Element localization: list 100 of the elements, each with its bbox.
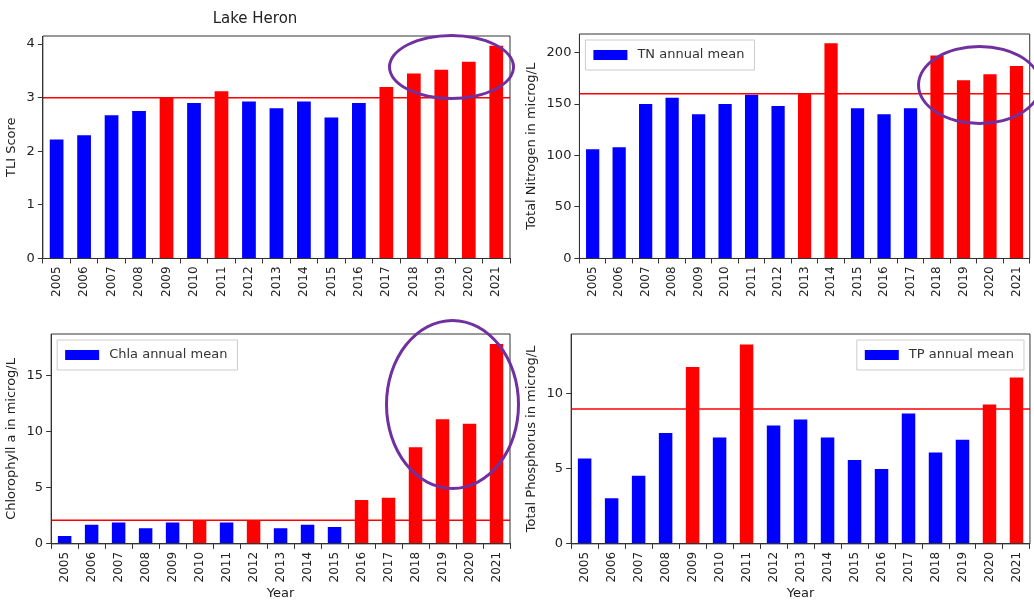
x-tick-label: 2013	[792, 551, 807, 583]
y-axis-title: Total Nitrogen in microg/L	[523, 62, 539, 231]
y-axis-title: Chlorophyll a in microg/L	[3, 357, 19, 520]
bar	[111, 522, 126, 544]
y-tick-label: 50	[554, 198, 572, 214]
x-tick-label: 2014	[823, 266, 838, 298]
x-tick-label: 2018	[405, 266, 420, 298]
y-tick-label: 10	[26, 423, 44, 439]
x-tick-label: 2020	[981, 551, 996, 583]
x-tick-label: 2012	[770, 266, 785, 298]
chart-title: Lake Heron	[212, 8, 298, 27]
y-axis-title: Total Phosphorus in microg/L	[523, 344, 539, 534]
y-tick-label: 0	[554, 535, 564, 551]
bar	[850, 108, 865, 258]
y-tick-label: 0	[26, 249, 35, 265]
x-tick-label: 2013	[796, 266, 811, 298]
bar	[300, 524, 315, 544]
x-tick-label: 2009	[690, 266, 705, 298]
bar	[586, 149, 600, 258]
x-axis-title: Year	[785, 584, 815, 600]
bar	[718, 104, 732, 258]
y-tick-label: 150	[546, 95, 572, 111]
x-tick-label: 2021	[1008, 266, 1023, 298]
x-tick-label: 2017	[902, 266, 917, 298]
x-tick-label: 2020	[460, 266, 475, 298]
x-tick-label: 2011	[743, 266, 758, 298]
x-tick-label: 2008	[657, 551, 672, 583]
x-tick-label: 2015	[326, 551, 341, 583]
x-tick-label: 2019	[433, 266, 448, 298]
x-tick-label: 2013	[272, 551, 287, 583]
x-tick-label: 2017	[900, 551, 915, 583]
x-tick-label: 2009	[684, 551, 699, 583]
bar	[132, 111, 146, 258]
bar	[847, 459, 862, 544]
x-tick-label: 2017	[378, 266, 393, 298]
bar	[612, 147, 626, 258]
bar	[874, 468, 889, 544]
x-tick-label: 2007	[110, 551, 125, 583]
x-tick-label: 2018	[929, 266, 944, 298]
x-tick-label: 2019	[954, 551, 969, 583]
legend-label: Chla annual mean	[109, 346, 228, 362]
x-tick-label: 2010	[711, 551, 726, 583]
x-tick-label: 2008	[137, 551, 152, 583]
x-tick-label: 2021	[488, 551, 503, 583]
y-tick-label: 4	[26, 35, 35, 51]
bar	[165, 522, 180, 544]
y-tick-label: 200	[546, 43, 572, 59]
x-tick-label: 2010	[717, 266, 732, 298]
x-tick-label: 2013	[268, 266, 283, 298]
x-tick-label: 2014	[296, 266, 311, 298]
y-tick-label: 0	[34, 535, 44, 551]
x-tick-label: 2012	[765, 551, 780, 583]
bar	[691, 114, 706, 258]
y-tick-label: 1	[26, 196, 35, 212]
bar	[901, 413, 916, 544]
bar	[242, 101, 256, 258]
x-tick-label: 2019	[955, 266, 970, 298]
x-tick-label: 2008	[664, 266, 679, 298]
x-tick-label: 2011	[213, 266, 228, 298]
bar	[461, 61, 476, 258]
bar	[297, 101, 311, 258]
bar	[434, 69, 449, 258]
x-tick-label: 2014	[299, 551, 314, 583]
y-axis-title: TLI Score	[3, 117, 19, 179]
y-tick-label: 10	[546, 385, 564, 401]
bar	[49, 139, 64, 258]
y-tick-label: 2	[26, 142, 35, 158]
y-tick-label: 5	[34, 479, 44, 495]
bar	[639, 104, 653, 258]
x-tick-label: 2012	[245, 551, 260, 583]
x-tick-label: 2007	[637, 266, 652, 298]
bar	[57, 536, 72, 544]
bar	[187, 103, 201, 258]
x-tick-label: 2008	[131, 266, 146, 298]
x-tick-label: 2005	[56, 551, 71, 583]
x-tick-label: 2012	[241, 266, 256, 298]
x-tick-label: 2016	[351, 266, 365, 298]
bar	[324, 117, 339, 258]
bar	[793, 419, 808, 544]
y-tick-label: 3	[26, 89, 35, 105]
bar	[744, 94, 759, 258]
x-tick-label: 2011	[218, 551, 233, 583]
bar	[712, 437, 727, 544]
x-tick-label: 2020	[982, 266, 997, 298]
bar	[658, 432, 673, 544]
bar	[352, 103, 366, 258]
bar	[269, 108, 284, 258]
bar	[766, 425, 781, 544]
y-tick-label: 5	[554, 460, 564, 476]
bar	[665, 97, 679, 258]
x-tick-label: 2016	[353, 551, 368, 583]
x-tick-label: 2015	[323, 266, 338, 298]
x-tick-label: 2009	[158, 266, 173, 298]
x-tick-label: 2006	[603, 551, 618, 583]
y-tick-label: 100	[546, 146, 572, 162]
bar	[138, 528, 153, 544]
x-tick-label: 2015	[846, 551, 861, 583]
x-tick-label: 2015	[849, 266, 864, 298]
x-tick-label: 2007	[630, 551, 645, 583]
x-tick-label: 2005	[584, 266, 599, 298]
